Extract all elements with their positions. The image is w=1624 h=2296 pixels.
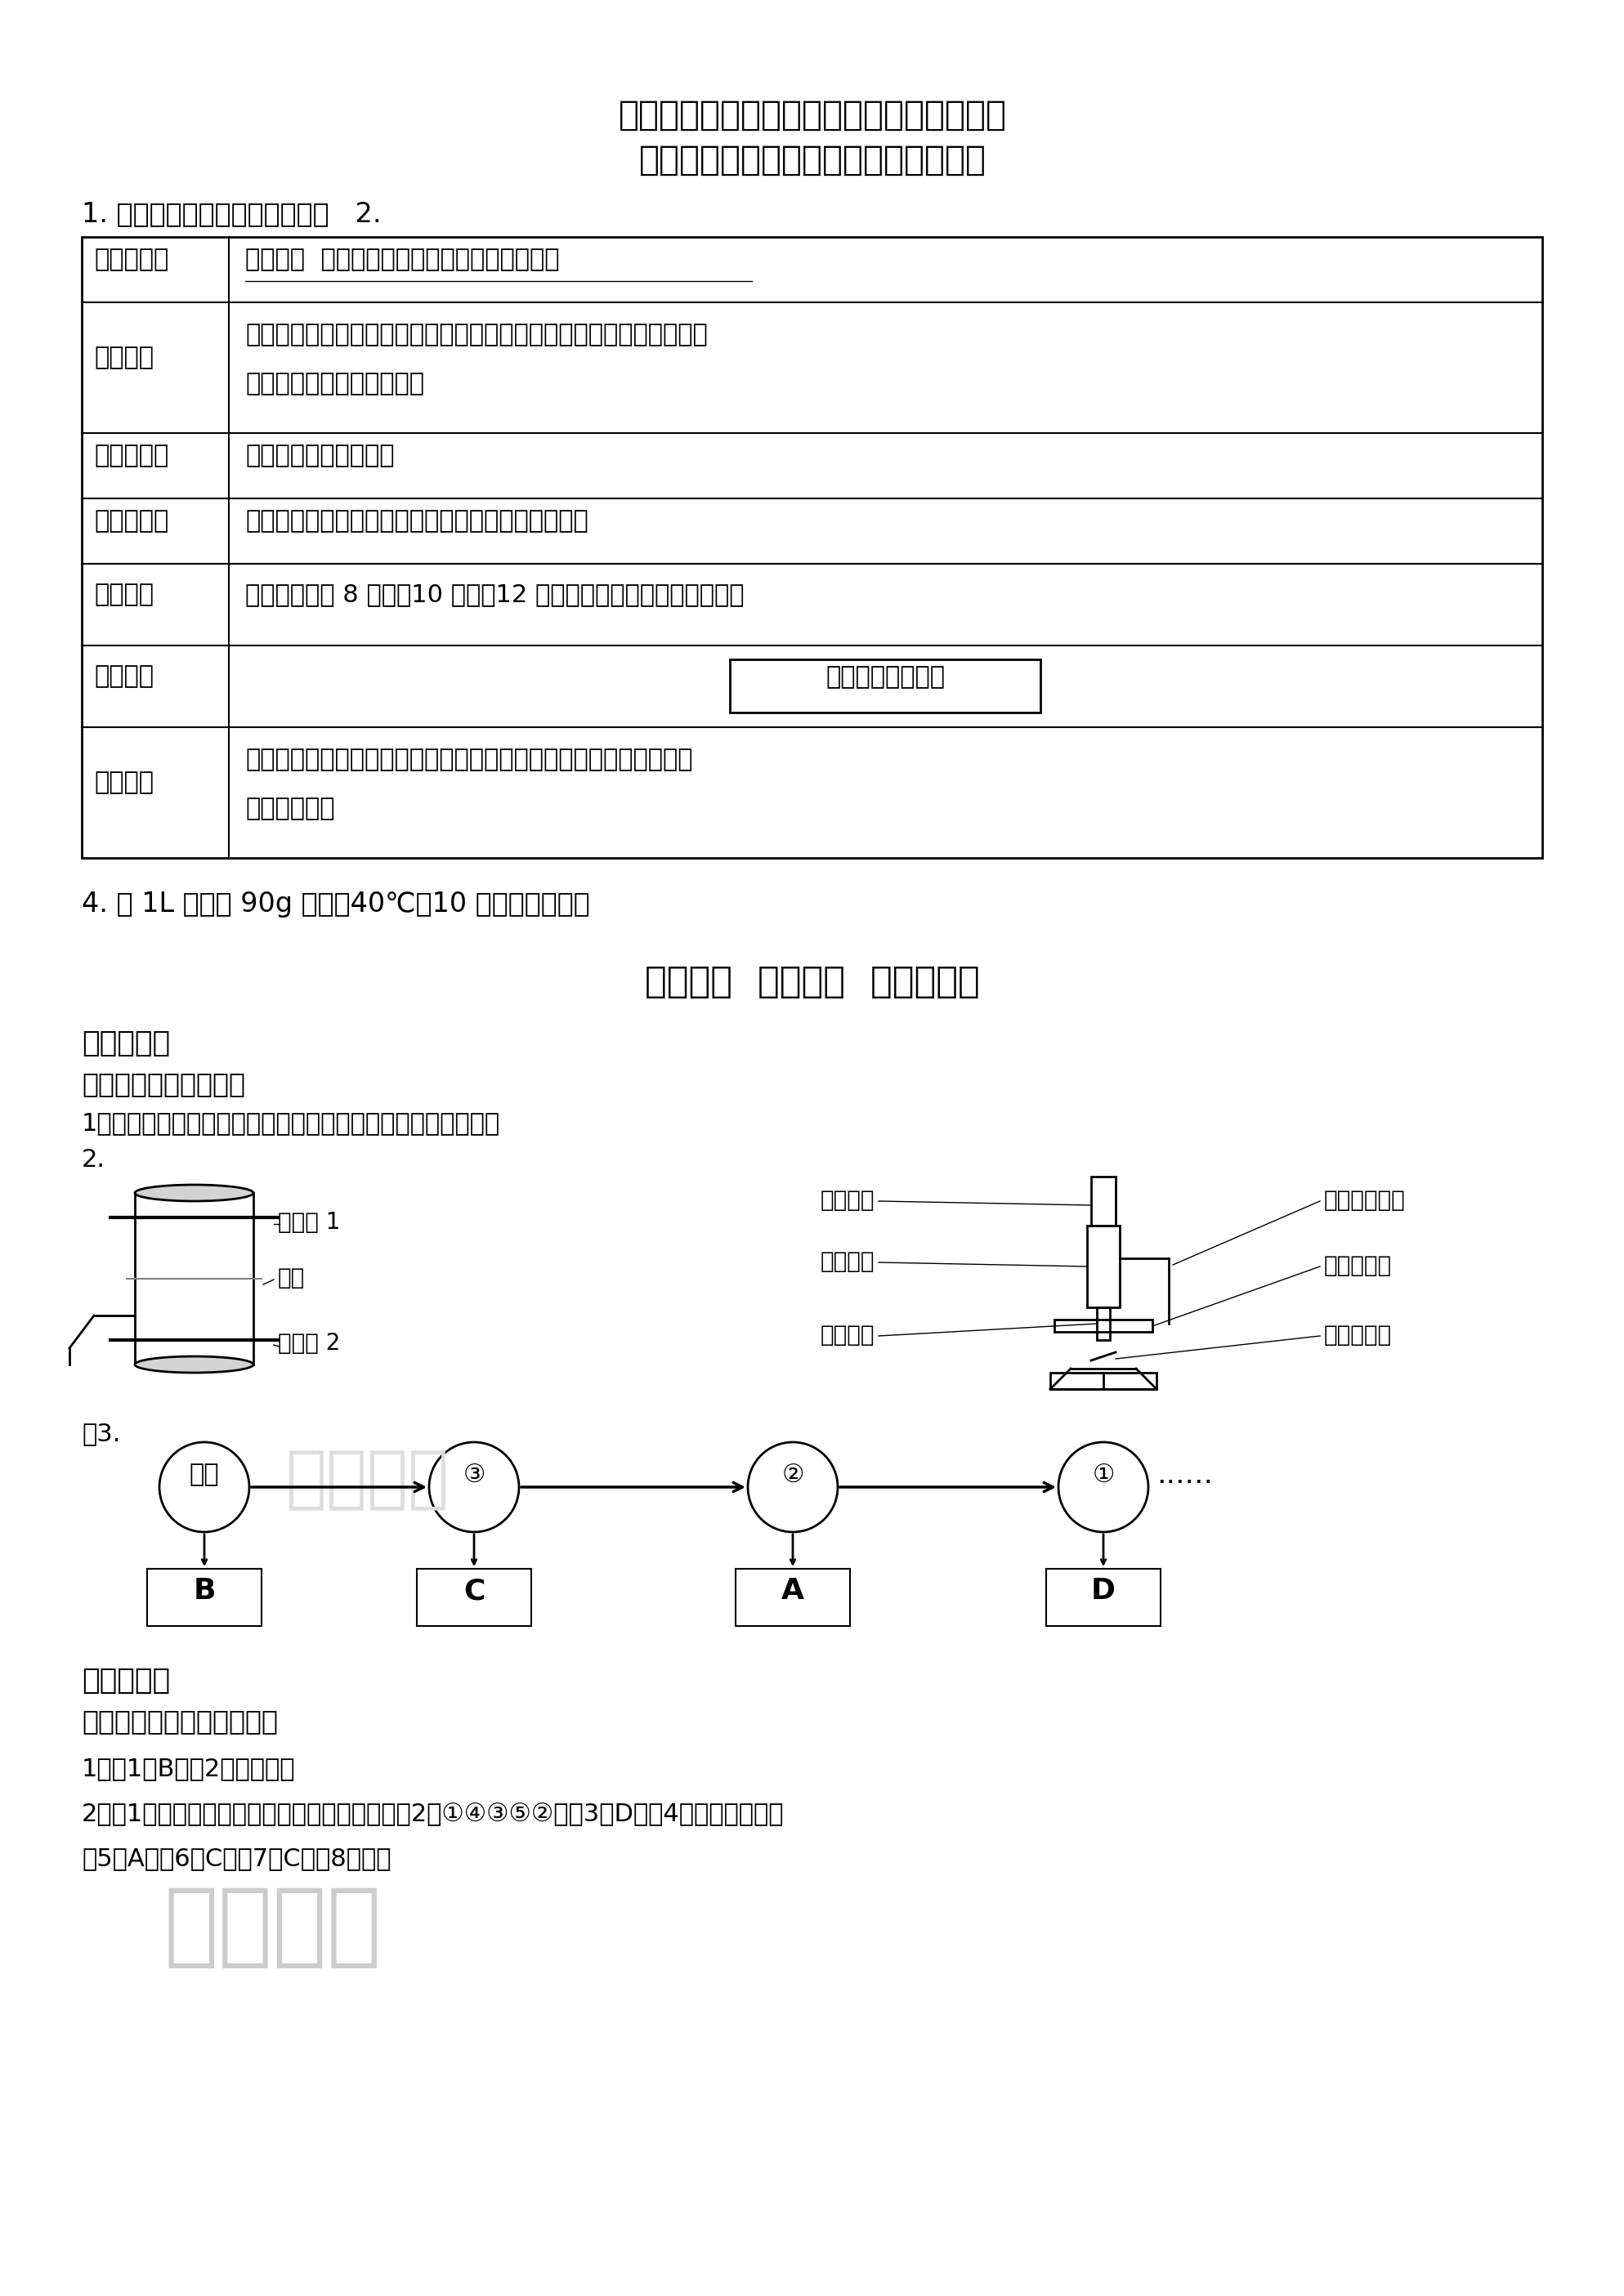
Text: 第一单元  微小世界  学习与评估: 第一单元 微小世界 学习与评估: [645, 964, 979, 999]
Ellipse shape: [135, 1185, 253, 1201]
Text: 1．（1）B；（2）小、复眼: 1．（1）B；（2）小、复眼: [81, 1756, 296, 1779]
Text: 我的预测: 我的预测: [94, 347, 154, 370]
Text: 纸筒: 纸筒: [278, 1267, 305, 1290]
Text: 凸透镜 2: 凸透镜 2: [278, 1332, 341, 1355]
Text: 发酵温度、糖含量等除发酵时间外的其他条件都不变: 发酵温度、糖含量等除发酵时间外的其他条件都不变: [245, 510, 588, 533]
Text: 科学实践园: 科学实践园: [81, 1667, 171, 1694]
Text: 1．厚、薄、透明、放大、水滴（符合以上特点的物体都可以）: 1．厚、薄、透明、放大、水滴（符合以上特点的物体都可以）: [81, 1111, 500, 1134]
Text: ......: ......: [1156, 1460, 1213, 1488]
Text: （反光镜）: （反光镜）: [1324, 1325, 1392, 1345]
Bar: [1051, 1373, 1156, 1389]
Bar: [1046, 1568, 1161, 1626]
Bar: [135, 1194, 253, 1364]
Text: A: A: [781, 1577, 804, 1605]
Bar: [1096, 1306, 1109, 1341]
Text: 作业精灵: 作业精灵: [164, 1883, 382, 1970]
Text: 在发酵时间为 8 小时、10 小时、12 小时的时候，分别检测酸奶品质: 在发酵时间为 8 小时、10 小时、12 小时的时候，分别检测酸奶品质: [245, 583, 744, 606]
Text: 2．（1）小刀、镊子、滴管、碘酒、吸水纸；（2）①④③⑤②；（3）D；（4）调节反光镜；: 2．（1）小刀、镊子、滴管、碘酒、吸水纸；（2）①④③⑤②；（3）D；（4）调节…: [81, 1802, 784, 1825]
Text: （目镜）: （目镜）: [820, 1189, 875, 1212]
Text: 发酵时间会影响酸奶制作时乳酸菌的发酵，酸奶品质随着发酵时间变: 发酵时间会影响酸奶制作时乳酸菌的发酵，酸奶品质随着发酵时间变: [245, 748, 693, 771]
Text: 科学加油站: 科学加油站: [81, 1029, 171, 1056]
Text: 发酵时间  会影响酸奶制作时乳酸菌的发酵吗？: 发酵时间 会影响酸奶制作时乳酸菌的发酵吗？: [245, 248, 559, 271]
Text: 2.: 2.: [81, 1148, 106, 1171]
Text: B: B: [193, 1577, 216, 1605]
Text: C: C: [463, 1577, 486, 1605]
Text: 发酵时间短，酸奶品质差。: 发酵时间短，酸奶品质差。: [245, 372, 424, 395]
Bar: [1054, 1320, 1153, 1332]
Text: 1. 发酵温度、发酵时间、糖含量   2.: 1. 发酵温度、发酵时间、糖含量 2.: [81, 200, 382, 227]
Text: 作业精灵: 作业精灵: [286, 1446, 450, 1513]
Text: （载物台）: （载物台）: [1324, 1254, 1392, 1277]
Bar: [148, 1568, 261, 1626]
Text: 不变的条件: 不变的条件: [94, 510, 169, 533]
Ellipse shape: [135, 1357, 253, 1373]
Text: 根据实际情况填写: 根据实际情况填写: [825, 666, 945, 689]
Text: ②: ②: [781, 1463, 804, 1488]
Text: 如何改变: 如何改变: [94, 583, 154, 606]
Text: 凸透镜 1: 凸透镜 1: [278, 1210, 341, 1233]
Bar: [736, 1568, 849, 1626]
Text: 酸奶制作时的发酵时间: 酸奶制作时的发酵时间: [245, 443, 395, 468]
Text: 4. 每 1L 牛奶加 90g 白糖、40℃、10 小时、有生命。: 4. 每 1L 牛奶加 90g 白糖、40℃、10 小时、有生命。: [81, 891, 590, 918]
Text: 实验结论: 实验结论: [94, 771, 154, 794]
Text: （镜筒）: （镜筒）: [820, 1249, 875, 1272]
Text: （物镜）: （物镜）: [820, 1325, 875, 1345]
Text: 挑战二：利用工具进行观察: 挑战二：利用工具进行观察: [81, 1708, 278, 1736]
Bar: [729, 659, 1041, 712]
Text: 小学六上科学《综合学习与评估》参考答案: 小学六上科学《综合学习与评估》参考答案: [619, 99, 1007, 133]
Text: 科学实践项目学习与评估（自制酸奶）: 科学实践项目学习与评估（自制酸奶）: [638, 142, 986, 177]
Bar: [1086, 1226, 1119, 1306]
Text: 酸奶品质: 酸奶品质: [94, 666, 154, 689]
Bar: [1091, 1176, 1116, 1226]
Text: 题3.: 题3.: [81, 1421, 120, 1446]
Text: ①: ①: [1093, 1463, 1114, 1488]
Text: （5）A；（6）C；（7）C；（8）细胞: （5）A；（6）C；（7）C；（8）细胞: [81, 1846, 391, 1871]
Text: 眼睛: 眼睛: [190, 1463, 219, 1488]
Text: 长先好后坏。: 长先好后坏。: [245, 797, 335, 820]
Text: 探究的问题: 探究的问题: [94, 248, 169, 271]
Text: ③: ③: [463, 1463, 486, 1488]
Bar: [417, 1568, 531, 1626]
Text: 挑战一：对工具的认识: 挑战一：对工具的认识: [81, 1070, 245, 1097]
Text: 改变的条件: 改变的条件: [94, 443, 169, 468]
Text: （调节旋钮）: （调节旋钮）: [1324, 1189, 1406, 1212]
Text: 发酵时间会影响酸奶制作时乳酸菌的发酵，发酵时间长，酸奶品质好，: 发酵时间会影响酸奶制作时乳酸菌的发酵，发酵时间长，酸奶品质好，: [245, 324, 708, 347]
Bar: [81, 236, 1543, 859]
Text: D: D: [1091, 1577, 1116, 1605]
